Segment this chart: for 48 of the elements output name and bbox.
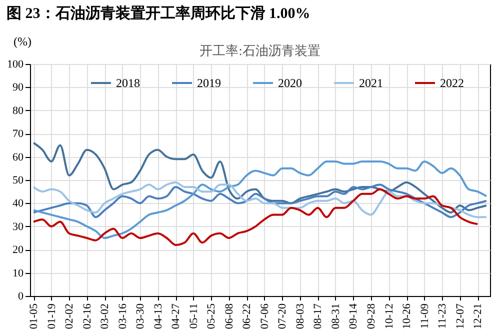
x-tick-label: 10-12 [383,304,396,330]
y-tick-label: 70 [12,128,24,140]
y-tick-label: 80 [12,104,24,117]
line-series [32,142,488,214]
x-tick-label: 05-11 [188,304,200,329]
legend-label: 2022 [440,76,464,90]
x-tick-label: 08-31 [330,304,342,330]
x-tick-label: 11-23 [436,303,449,329]
x-tick-label: 01-05 [28,303,40,330]
x-tick-label: 07-06 [258,303,271,330]
x-tick-label: 03-30 [134,303,147,330]
y-tick-label: 100 [7,58,24,70]
x-tick-label: 12-07 [454,303,466,330]
x-tick-label: 06-22 [241,304,254,330]
y-tick-label: 30 [12,220,24,233]
x-tick-label: 12-21 [472,304,484,330]
x-tick-label: 01-19 [46,303,58,330]
line-series [32,160,488,239]
x-tick-label: 10-26 [401,303,414,330]
x-tick-label: 08-17 [312,303,324,330]
x-tick-label: 05-25 [206,303,218,330]
x-tick-label: 08-03 [294,303,306,330]
y-tick-label: 90 [12,82,24,94]
line-series [32,188,479,246]
chart-title: 图 23：石油沥青装置开工率周环比下滑 1.00% [6,4,310,22]
x-tick-label: 02-16 [81,303,94,330]
y-tick-label: 60 [12,151,24,164]
x-tick-label: 02-02 [64,304,76,330]
y-tick-label: 40 [12,198,24,210]
y-axis-title: (%) [14,34,32,48]
legend-label: 2018 [116,76,140,90]
y-tick-label: 20 [12,244,24,256]
x-tick-label: 03-16 [116,303,129,330]
y-tick-label: 10 [12,267,24,280]
x-tick-label: 03-02 [99,304,112,330]
y-tick-label: 0 [18,290,24,302]
x-tick-label: 04-27 [170,303,182,330]
legend-label: 2020 [278,76,302,90]
x-tick-label: 11-09 [418,303,431,329]
x-tick-label: 09-28 [366,303,378,330]
x-tick-label: 09-14 [348,303,360,330]
y-tick-label: 50 [12,174,24,186]
legend-label: 2019 [197,76,221,90]
x-tick-label: 06-08 [223,303,236,330]
chart-subtitle: 开工率:石油沥青装置 [200,43,320,58]
x-tick-label: 07-20 [276,303,289,330]
legend-label: 2021 [359,76,383,90]
x-tick-label: 04-13 [152,303,164,330]
